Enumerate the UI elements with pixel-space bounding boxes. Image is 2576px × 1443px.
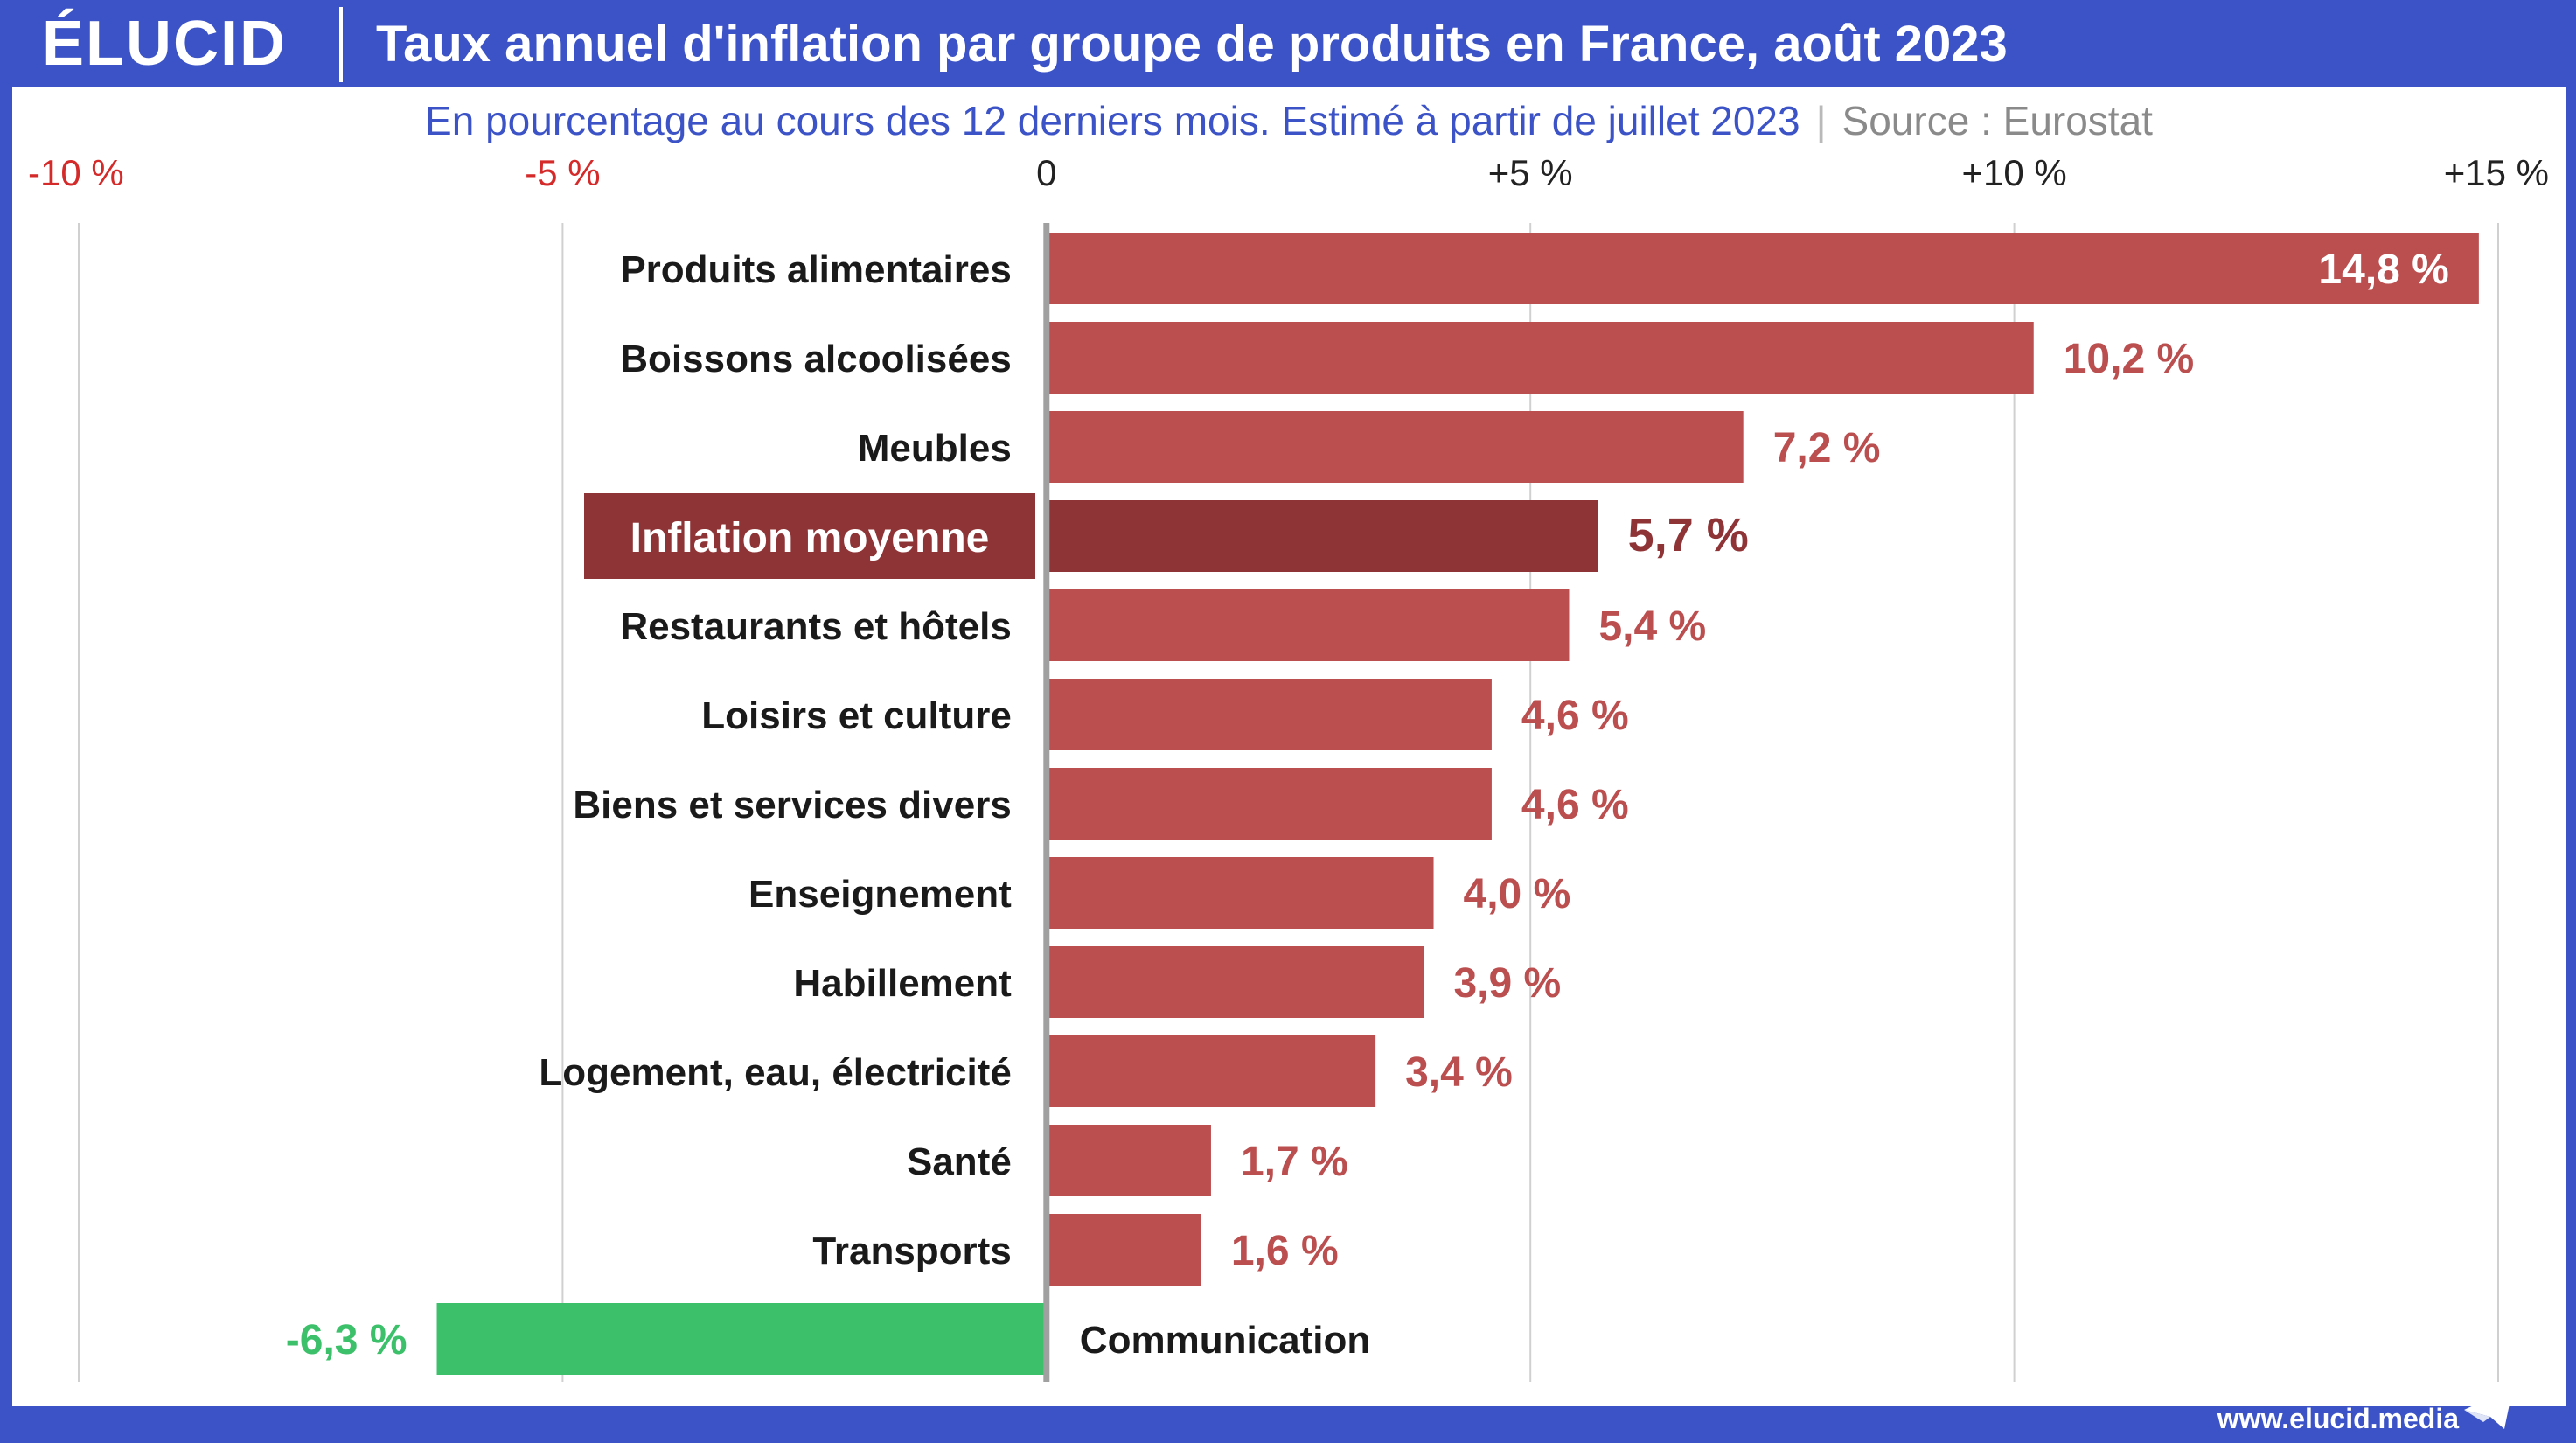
subtitle-description: En pourcentage au cours des 12 derniers … (425, 98, 1800, 143)
category-label: Meubles (858, 427, 1012, 470)
x-axis-ticks: -10 % -5 % 0 +5 % +10 % +15 % (28, 152, 2549, 193)
category-label: Boissons alcoolisées (620, 338, 1012, 380)
value-label: 3,9 % (1453, 960, 1561, 1007)
category-label: Transports (812, 1230, 1011, 1272)
x-tick-label: 0 (1036, 152, 1056, 193)
x-tick-label: -10 % (28, 152, 124, 193)
chart-title: Taux annuel d'inflation par groupe de pr… (376, 16, 2008, 73)
footer-url[interactable]: www.elucid.media (2217, 1403, 2459, 1434)
x-tick-label: +5 % (1488, 152, 1573, 193)
labels: 14,8 % Produits alimentaires 10,2 % Boisson… (286, 247, 2449, 1363)
category-label: Restaurants et hôtels (620, 605, 1011, 648)
value-label: 1,7 % (1241, 1139, 1348, 1185)
value-label: 10,2 % (2064, 336, 2194, 382)
category-label: Logement, eau, électricité (539, 1051, 1011, 1094)
bar (1046, 233, 2479, 304)
category-label: Loisirs et culture (701, 694, 1012, 737)
x-tick-label: +10 % (1961, 152, 2066, 193)
bar (1046, 857, 1434, 929)
bar (1046, 946, 1424, 1018)
value-label: -6,3 % (286, 1317, 407, 1363)
subtitle-separator: | (1815, 98, 1827, 143)
value-label: 4,6 % (1521, 693, 1629, 739)
chart-subtitle: En pourcentage au cours des 12 derniers … (12, 94, 2566, 147)
bar (1046, 500, 1598, 572)
header-bar: ÉLUCID Taux annuel d'inflation par group… (0, 0, 2576, 87)
header-divider (339, 7, 343, 82)
gridlines (78, 223, 2499, 1382)
highlight-label-box (584, 493, 1035, 579)
bar (1046, 1214, 1201, 1286)
category-label: Communication (1080, 1319, 1370, 1362)
category-label: Santé (907, 1140, 1012, 1183)
source-label: Source : Eurostat (1841, 98, 2153, 143)
bar (1046, 589, 1570, 661)
category-label: Inflation moyenne (630, 515, 990, 561)
value-label: 7,2 % (1773, 425, 1881, 471)
value-label: 14,8 % (2318, 247, 2448, 293)
paper-plane-icon (2464, 1387, 2513, 1429)
bars (436, 233, 2479, 1375)
bar (1046, 768, 1492, 840)
bar (1046, 1035, 1376, 1107)
value-label: 4,0 % (1464, 871, 1571, 917)
category-label: Biens et services divers (573, 784, 1011, 826)
value-label: 3,4 % (1405, 1049, 1513, 1096)
value-label: 1,6 % (1231, 1228, 1339, 1274)
bar (1046, 1125, 1211, 1196)
category-label: Produits alimentaires (620, 248, 1011, 291)
category-label: Habillement (793, 962, 1012, 1005)
elucid-logo[interactable]: ÉLUCID (42, 9, 287, 79)
value-label: 5,7 % (1628, 509, 1749, 561)
value-label: 5,4 % (1598, 603, 1706, 650)
bar (1046, 679, 1492, 750)
x-tick-label: -5 % (525, 152, 600, 193)
bar (436, 1303, 1047, 1375)
bar (1046, 411, 1744, 483)
x-tick-label: +15 % (2444, 152, 2549, 193)
category-label: Enseignement (748, 873, 1012, 916)
value-label: 4,6 % (1521, 782, 1629, 828)
bar (1046, 322, 2034, 394)
